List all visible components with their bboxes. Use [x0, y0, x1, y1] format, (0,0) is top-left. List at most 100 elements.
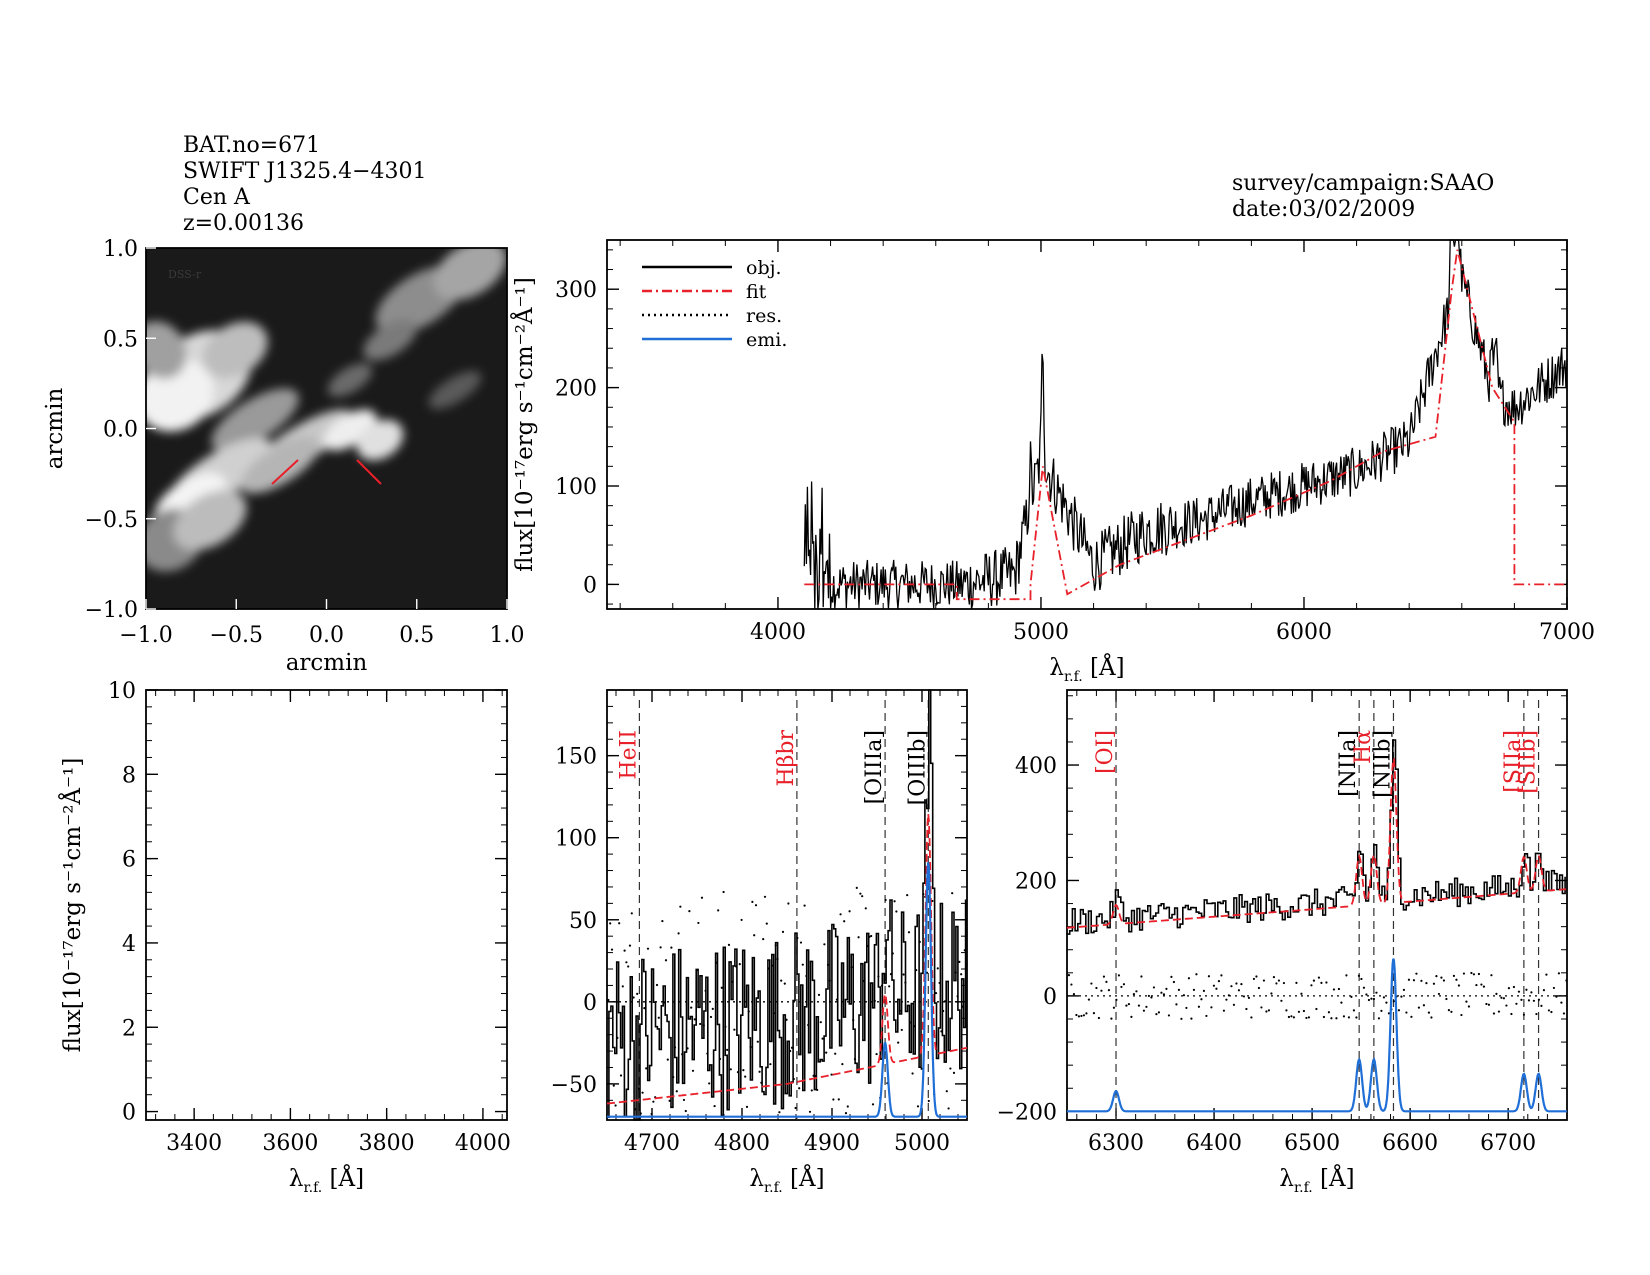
residual-point	[949, 1067, 952, 1070]
residual-point	[1437, 992, 1441, 996]
residual-point	[1412, 979, 1416, 982]
residual-point	[893, 900, 896, 903]
residual-point	[1160, 991, 1163, 994]
y-tick-label: −200	[997, 1100, 1057, 1125]
residual-point	[857, 936, 860, 939]
slit-marker	[356, 459, 382, 485]
residual-point	[1525, 988, 1528, 991]
x-tick-label: 4000	[750, 620, 806, 645]
emission-blob	[428, 371, 482, 409]
line-label: [OIIIa]	[862, 730, 887, 804]
residual-point	[931, 899, 934, 903]
residual-point	[1162, 993, 1166, 996]
residual-point	[1082, 1014, 1086, 1017]
residual-point	[733, 1028, 736, 1031]
residual-point	[810, 1089, 813, 1092]
residual-point	[1327, 1011, 1331, 1014]
residual-point	[1185, 1006, 1188, 1010]
residual-point	[1477, 972, 1481, 976]
legend-label-emi: emi.	[746, 329, 787, 351]
residual-point	[720, 986, 723, 989]
residual-point	[1427, 1011, 1431, 1014]
residual-point	[1070, 983, 1073, 986]
residual-point	[1312, 979, 1316, 982]
residual-point	[1405, 1011, 1408, 1014]
residual-point	[823, 943, 826, 946]
line-label: [OIIIb]	[905, 730, 930, 805]
image-y-label: arcmin	[42, 388, 68, 470]
residual-point	[1377, 1017, 1381, 1020]
residual-point	[1135, 990, 1138, 993]
residual-point	[1317, 976, 1321, 979]
residual-point	[1080, 1014, 1083, 1018]
residual-point	[1565, 979, 1568, 982]
residual-point	[1422, 1004, 1426, 1007]
residual-point	[636, 992, 639, 995]
residual-point	[684, 1109, 687, 1113]
x-tick-label: 6300	[1088, 1131, 1144, 1156]
residual-point	[900, 1028, 903, 1032]
residual-point	[1452, 974, 1456, 977]
residual-point	[817, 993, 821, 997]
residual-point	[699, 1022, 702, 1026]
legend-label-obj: obj.	[746, 257, 782, 279]
residual-point	[700, 896, 704, 899]
image-y-tick-label: 0.5	[103, 327, 138, 352]
residual-point	[1465, 1000, 1468, 1003]
emission-blob	[327, 363, 373, 397]
residual-point	[693, 1018, 696, 1021]
residual-point	[668, 1099, 671, 1102]
residual-point	[738, 963, 741, 966]
residual-point	[641, 1091, 644, 1094]
residual-point	[677, 932, 680, 935]
residual-point	[834, 1052, 837, 1055]
residual-point	[756, 1040, 759, 1043]
residual-point	[744, 1075, 747, 1078]
residual-point	[1197, 1005, 1201, 1008]
line-label: Hβbr	[774, 730, 799, 787]
residual-point	[1467, 1005, 1471, 1008]
residual-point	[1522, 1013, 1526, 1016]
residual-point	[1332, 988, 1336, 991]
halpha-chart: 6300 6400 6500 6600 6700 −200 0 200 400 λr.f. [Å]…	[997, 689, 1568, 1196]
residual-point	[1507, 986, 1511, 990]
residual-point	[1537, 998, 1541, 1001]
residual-point	[1315, 1007, 1318, 1011]
header-swift: SWIFT J1325.4−4301	[183, 159, 427, 184]
residual-point	[1417, 1006, 1421, 1009]
residual-point	[1225, 998, 1228, 1001]
residual-point	[837, 1098, 840, 1101]
residual-point	[1275, 982, 1278, 985]
residual-point	[1220, 974, 1223, 977]
residual-point	[614, 1104, 617, 1107]
residual-point	[1267, 1009, 1271, 1012]
y-tick-label: 300	[555, 278, 597, 303]
residual-point	[1230, 985, 1233, 988]
residual-point	[1067, 974, 1071, 977]
residual-point	[952, 1071, 956, 1074]
emission-line-model	[1067, 958, 1567, 1113]
residual-point	[659, 946, 662, 949]
residual-point	[895, 910, 898, 913]
residual-point	[819, 1021, 822, 1024]
residual-point	[1385, 1001, 1388, 1004]
residual-point	[1517, 990, 1521, 993]
residual-point	[754, 904, 758, 907]
residual-point	[742, 1069, 745, 1072]
x-tick-label: 6500	[1284, 1131, 1340, 1156]
residual-point	[841, 1063, 844, 1066]
residual-point	[682, 1098, 686, 1102]
residual-point	[1475, 983, 1478, 987]
residual-point	[1375, 991, 1378, 994]
x-axis-label: λr.f. [Å]	[749, 1164, 824, 1196]
residual-point	[679, 905, 682, 908]
residual-point	[628, 944, 632, 947]
residual-point	[902, 973, 905, 976]
x-tick-label: 5000	[1013, 620, 1069, 645]
residual-point	[1130, 1015, 1133, 1018]
residual-point	[1072, 992, 1076, 996]
image-x-tick-label: 0.5	[399, 623, 434, 648]
residual-point	[832, 1098, 835, 1101]
residual-point	[1357, 974, 1361, 977]
